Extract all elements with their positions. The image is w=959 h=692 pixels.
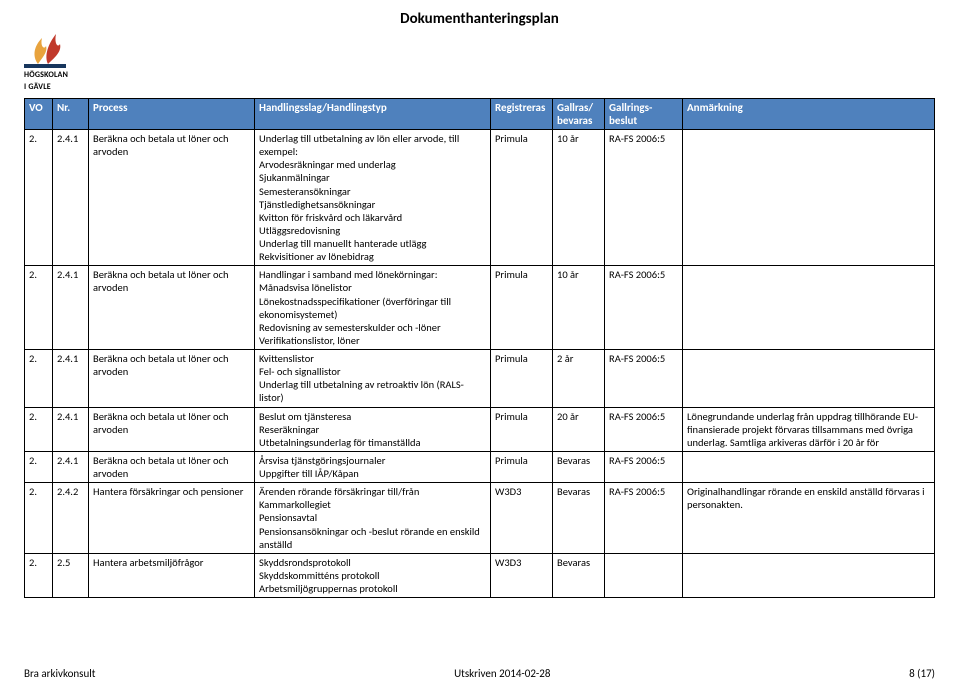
cell-gallras: Bevaras (553, 451, 605, 482)
table-header-row: VO Nr. Process Handlingsslag/Handlingsty… (25, 99, 935, 130)
cell-process: Beräkna och betala ut löner och arvoden (89, 350, 255, 408)
cell-anmarkning (683, 350, 935, 408)
table-row: 2.2.4.1Beräkna och betala ut löner och a… (25, 451, 935, 482)
cell-process: Hantera arbetsmiljöfrågor (89, 553, 255, 597)
cell-vo: 2. (25, 451, 53, 482)
cell-process: Hantera försäkringar och pensioner (89, 483, 255, 554)
cell-beslut: RA-FS 2006:5 (605, 451, 683, 482)
col-vo: VO (25, 99, 53, 130)
cell-beslut: RA-FS 2006:5 (605, 483, 683, 554)
col-process: Process (89, 99, 255, 130)
col-gallras: Gallras/ bevaras (553, 99, 605, 130)
logo-text-bottom: I GÄVLE (24, 82, 114, 92)
footer-center: Utskriven 2014-02-28 (454, 667, 550, 680)
cell-nr: 2.4.1 (53, 130, 89, 266)
cell-handling: Ärenden rörande försäkringar till/från K… (255, 483, 491, 554)
cell-registreras: W3D3 (491, 553, 553, 597)
cell-handling: Skyddsrondsprotokoll Skyddskommitténs pr… (255, 553, 491, 597)
cell-handling: Årsvisa tjänstgöringsjournaler Uppgifter… (255, 451, 491, 482)
cell-vo: 2. (25, 553, 53, 597)
cell-vo: 2. (25, 407, 53, 451)
page-footer: Bra arkivkonsult Utskriven 2014-02-28 8 … (24, 667, 935, 680)
cell-process: Beräkna och betala ut löner och arvoden (89, 130, 255, 266)
cell-handling: Beslut om tjänsteresa Reseräkningar Utbe… (255, 407, 491, 451)
cell-gallras: Bevaras (553, 483, 605, 554)
cell-gallras: Bevaras (553, 553, 605, 597)
col-beslut: Gallrings- beslut (605, 99, 683, 130)
cell-registreras: W3D3 (491, 483, 553, 554)
col-registreras: Registreras (491, 99, 553, 130)
cell-anmarkning (683, 451, 935, 482)
cell-vo: 2. (25, 130, 53, 266)
cell-vo: 2. (25, 483, 53, 554)
cell-gallras: 10 år (553, 130, 605, 266)
logo-flame-icon (24, 28, 66, 68)
cell-registreras: Primula (491, 266, 553, 350)
cell-anmarkning (683, 266, 935, 350)
page-title: Dokumenthanteringsplan (24, 10, 935, 28)
logo: HÖGSKOLAN I GÄVLE (24, 28, 114, 92)
cell-process: Beräkna och betala ut löner och arvoden (89, 407, 255, 451)
cell-gallras: 20 år (553, 407, 605, 451)
footer-left: Bra arkivkonsult (24, 667, 95, 680)
col-nr: Nr. (53, 99, 89, 130)
table-row: 2.2.4.1Beräkna och betala ut löner och a… (25, 407, 935, 451)
cell-beslut: RA-FS 2006:5 (605, 130, 683, 266)
cell-registreras: Primula (491, 350, 553, 408)
footer-right: 8 (17) (909, 667, 935, 680)
cell-nr: 2.4.1 (53, 266, 89, 350)
col-anmarkning: Anmärkning (683, 99, 935, 130)
cell-process: Beräkna och betala ut löner och arvoden (89, 451, 255, 482)
cell-beslut (605, 553, 683, 597)
cell-nr: 2.4.1 (53, 451, 89, 482)
table-row: 2.2.4.1Beräkna och betala ut löner och a… (25, 130, 935, 266)
cell-beslut: RA-FS 2006:5 (605, 407, 683, 451)
cell-nr: 2.5 (53, 553, 89, 597)
table-row: 2.2.4.1Beräkna och betala ut löner och a… (25, 350, 935, 408)
cell-process: Beräkna och betala ut löner och arvoden (89, 266, 255, 350)
cell-nr: 2.4.2 (53, 483, 89, 554)
cell-nr: 2.4.1 (53, 407, 89, 451)
cell-gallras: 10 år (553, 266, 605, 350)
cell-registreras: Primula (491, 407, 553, 451)
cell-registreras: Primula (491, 130, 553, 266)
table-row: 2.2.4.2Hantera försäkringar och pensione… (25, 483, 935, 554)
cell-anmarkning: Lönegrundande underlag från uppdrag till… (683, 407, 935, 451)
cell-anmarkning: Originalhandlingar rörande en enskild an… (683, 483, 935, 554)
cell-anmarkning (683, 130, 935, 266)
page: Dokumenthanteringsplan HÖGSKOLAN I GÄVLE… (0, 0, 959, 692)
cell-gallras: 2 år (553, 350, 605, 408)
logo-text-top: HÖGSKOLAN (24, 70, 114, 80)
table-row: 2.2.5Hantera arbetsmiljöfrågorSkyddsrond… (25, 553, 935, 597)
cell-handling: Handlingar i samband med lönekörningar: … (255, 266, 491, 350)
cell-vo: 2. (25, 350, 53, 408)
document-table: VO Nr. Process Handlingsslag/Handlingsty… (24, 98, 935, 598)
cell-handling: Underlag till utbetalning av lön eller a… (255, 130, 491, 266)
cell-vo: 2. (25, 266, 53, 350)
cell-registreras: Primula (491, 451, 553, 482)
cell-handling: Kvittenslistor Fel- och signallistor Und… (255, 350, 491, 408)
cell-beslut: RA-FS 2006:5 (605, 350, 683, 408)
table-row: 2.2.4.1Beräkna och betala ut löner och a… (25, 266, 935, 350)
cell-beslut: RA-FS 2006:5 (605, 266, 683, 350)
cell-nr: 2.4.1 (53, 350, 89, 408)
col-handling: Handlingsslag/Handlingstyp (255, 99, 491, 130)
cell-anmarkning (683, 553, 935, 597)
